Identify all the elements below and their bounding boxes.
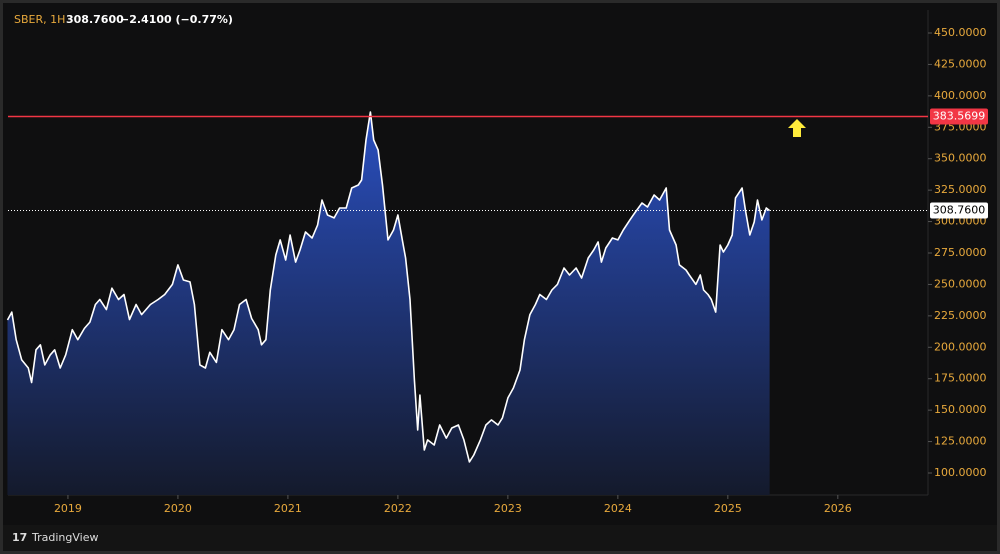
x-tick-label: 2024 (604, 502, 632, 515)
y-tick-label: 225.0000 (934, 309, 987, 322)
x-tick-label: 2022 (384, 502, 412, 515)
area-fill (7, 112, 770, 495)
hline-label: 383.5699 (933, 110, 986, 123)
x-tick-label: 2023 (494, 502, 522, 515)
y-tick-label: 150.0000 (934, 403, 987, 416)
x-tick-label: 2026 (824, 502, 852, 515)
y-tick-label: 350.0000 (934, 152, 987, 165)
y-tick-label: 250.0000 (934, 277, 987, 290)
y-tick-label: 400.0000 (934, 89, 987, 102)
footer (3, 525, 997, 551)
y-tick-label: 200.0000 (934, 340, 987, 353)
x-tick-label: 2019 (54, 502, 82, 515)
y-tick-label: 125.0000 (934, 435, 987, 448)
last-price-label: 308.7600 (933, 204, 986, 217)
brand: TradingView (31, 531, 98, 544)
price: 308.7600 (66, 13, 124, 26)
x-tick-label: 2021 (274, 502, 302, 515)
change: −2.4100 (−0.77%) (120, 13, 233, 26)
x-tick-label: 2025 (714, 502, 742, 515)
y-tick-label: 425.0000 (934, 57, 987, 70)
y-tick-label: 325.0000 (934, 183, 987, 196)
symbol: SBER, 1H (14, 13, 65, 26)
logo-icon: 17 (12, 531, 27, 544)
y-tick-label: 175.0000 (934, 372, 987, 385)
price-label-box (930, 108, 988, 125)
price-line (6, 111, 771, 463)
y-tick-label: 275.0000 (934, 246, 987, 259)
arrow-icon (788, 119, 806, 137)
y-tick-label: 100.0000 (934, 466, 987, 479)
x-tick-label: 2020 (164, 502, 192, 515)
last-price-box (930, 202, 988, 219)
y-tick-label: 450.0000 (934, 26, 987, 39)
